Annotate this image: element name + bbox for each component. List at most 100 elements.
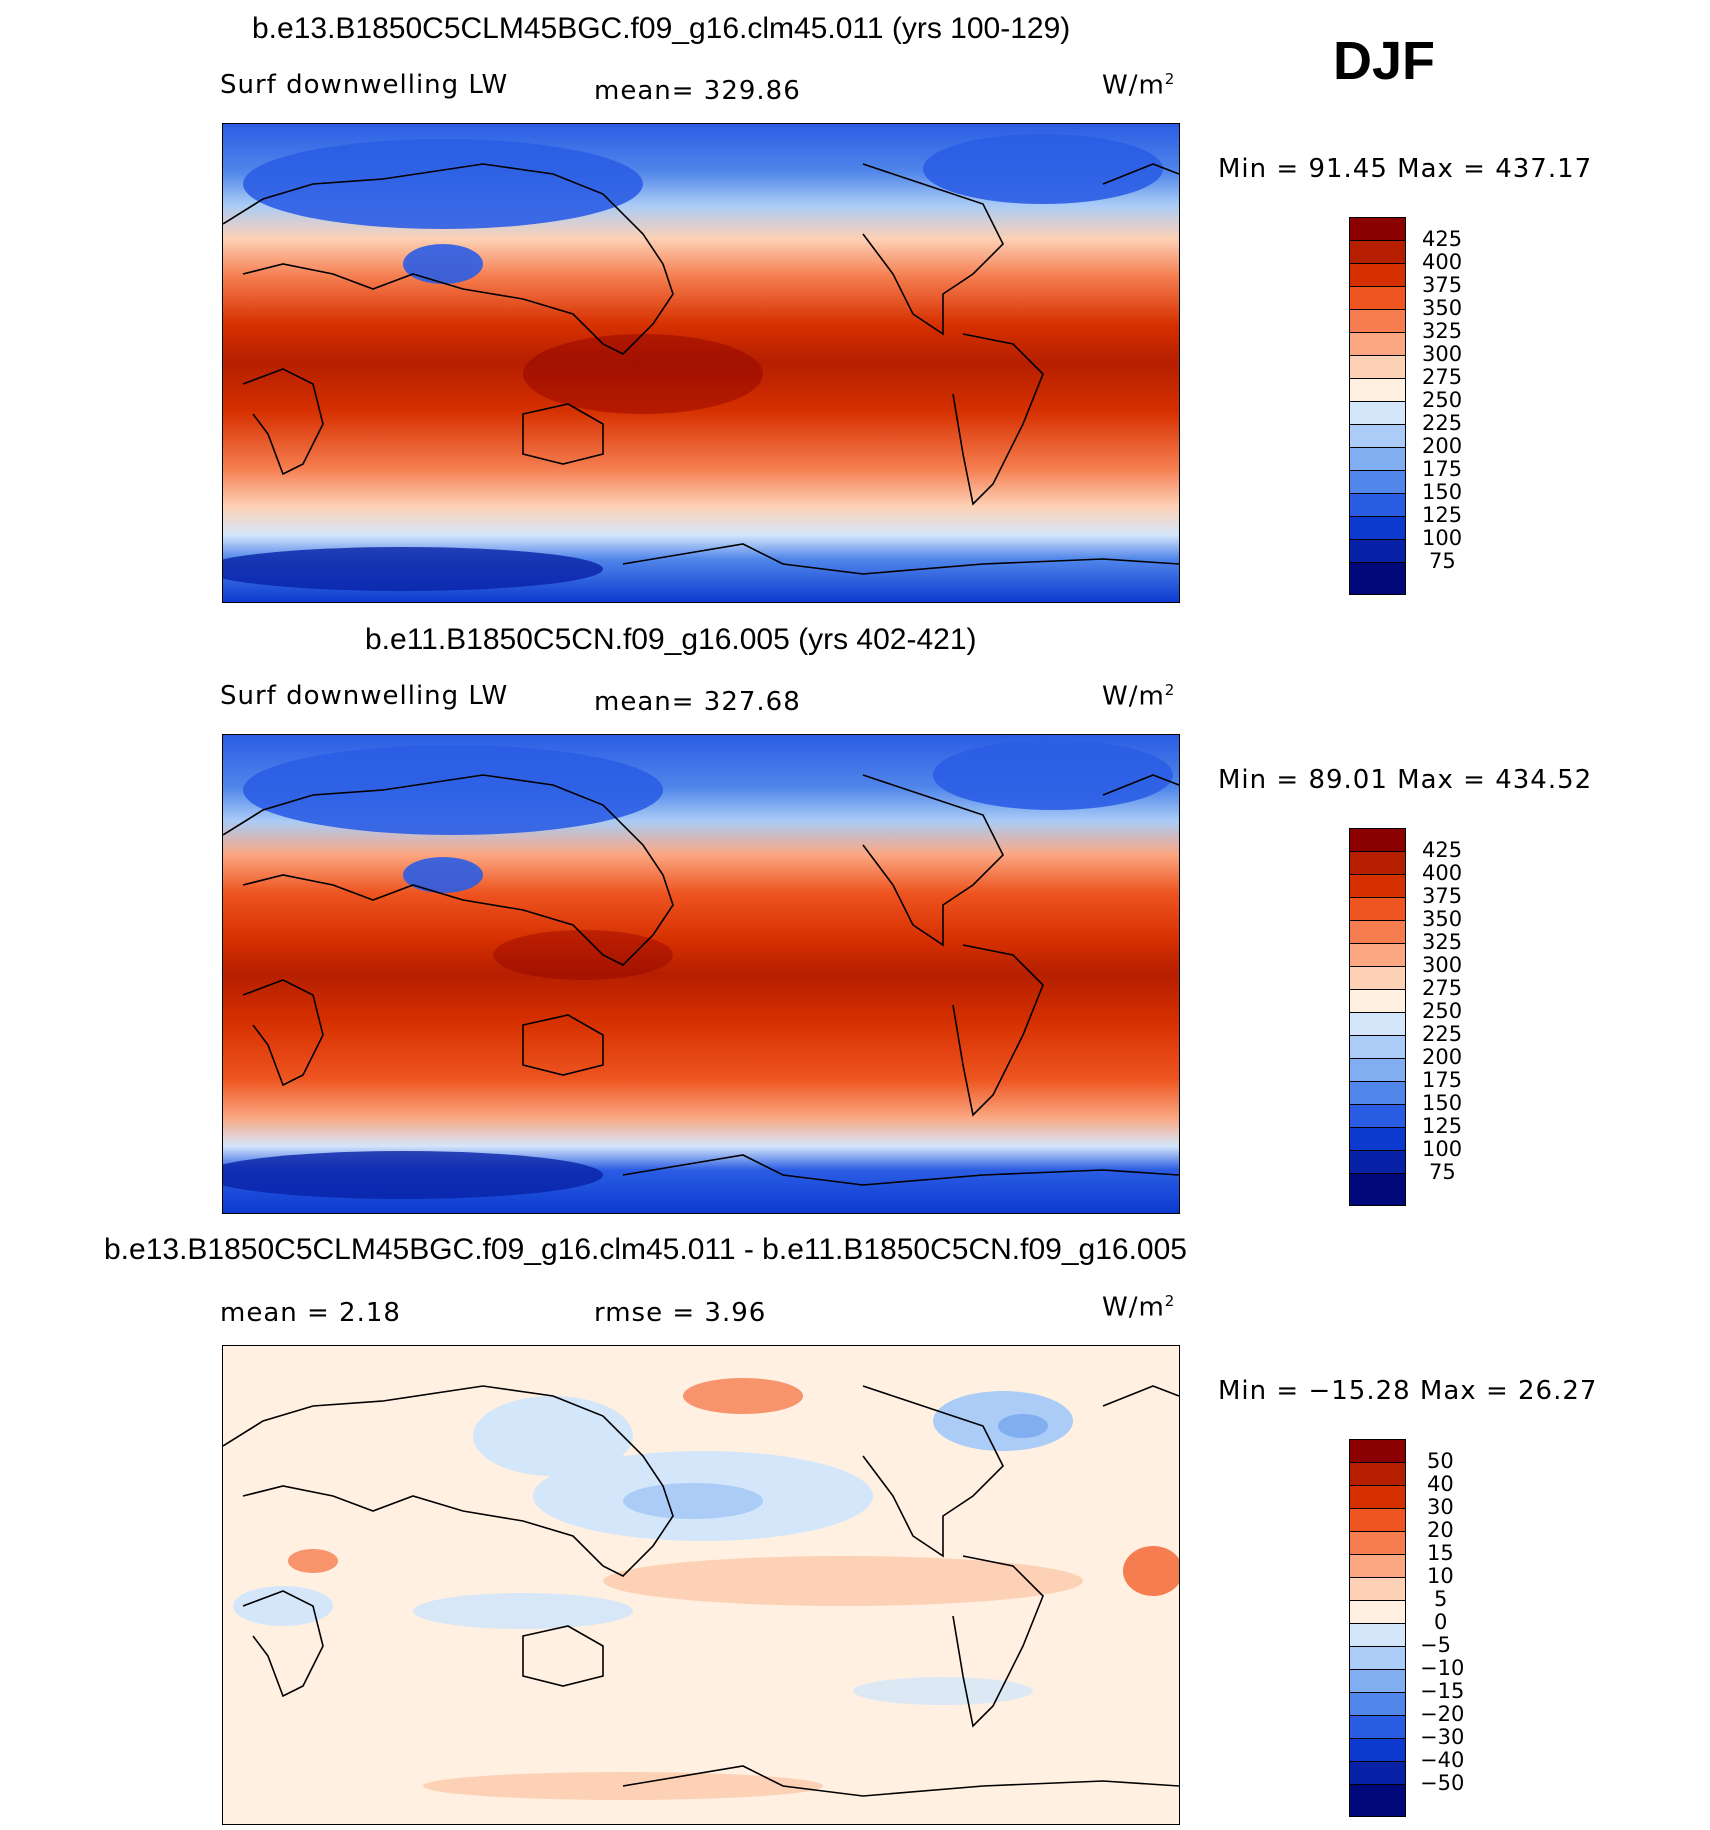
- colorbar-tick: 75: [1429, 1160, 1456, 1184]
- colorbar-tick: −15: [1420, 1679, 1465, 1703]
- panel-2-map: [222, 734, 1180, 1214]
- colorbar-swatch: [1349, 897, 1406, 921]
- colorbar-swatch: [1349, 1150, 1406, 1174]
- colorbar-tick: 375: [1422, 884, 1463, 908]
- colorbar-swatch: [1349, 1623, 1406, 1647]
- colorbar-swatch: [1349, 470, 1406, 494]
- colorbar-tick: 175: [1422, 1068, 1463, 1092]
- colorbar-swatch: [1349, 1669, 1406, 1693]
- panel-3-map: [222, 1345, 1180, 1825]
- colorbar-swatch: [1349, 309, 1406, 333]
- colorbar-tick: −20: [1420, 1702, 1465, 1726]
- colorbar-swatch: [1349, 989, 1406, 1013]
- panel-1-minmax: Min = 91.45 Max = 437.17: [1218, 154, 1593, 184]
- panel-1-mean-label: mean= 329.86: [594, 76, 801, 106]
- colorbar-tick: 250: [1422, 999, 1463, 1023]
- colorbar-swatch: [1349, 1485, 1406, 1509]
- colorbar-tick: 50: [1427, 1449, 1454, 1473]
- colorbar-tick: 350: [1422, 296, 1463, 320]
- panel-2-colorbar: [1349, 828, 1406, 1206]
- colorbar-swatch: [1349, 1738, 1406, 1762]
- panel-2-title: b.e11.B1850C5CN.f09_g16.005 (yrs 402-421…: [365, 623, 977, 656]
- panel-1-map-svg: [223, 124, 1179, 602]
- colorbar-swatch: [1349, 539, 1406, 563]
- colorbar-tick: 0: [1434, 1610, 1448, 1634]
- colorbar-tick: −30: [1420, 1725, 1465, 1749]
- panel-1-map: [222, 123, 1180, 603]
- colorbar-swatch: [1349, 493, 1406, 517]
- panel-3-minmax: Min = −15.28 Max = 26.27: [1218, 1376, 1598, 1406]
- colorbar-swatch: [1349, 240, 1406, 264]
- colorbar-tick: 375: [1422, 273, 1463, 297]
- colorbar-swatch: [1349, 943, 1406, 967]
- colorbar-swatch: [1349, 1127, 1406, 1151]
- colorbar-swatch: [1349, 516, 1406, 540]
- panel-2-mean-label: mean= 327.68: [594, 687, 801, 717]
- colorbar-tick: 425: [1422, 227, 1463, 251]
- colorbar-tick: 40: [1427, 1472, 1454, 1496]
- colorbar-tick: −40: [1420, 1748, 1465, 1772]
- colorbar-swatch: [1349, 447, 1406, 471]
- panel-2-variable-label: Surf downwelling LW: [220, 681, 509, 711]
- colorbar-tick: 400: [1422, 250, 1463, 274]
- colorbar-tick: 350: [1422, 907, 1463, 931]
- colorbar-swatch: [1349, 286, 1406, 310]
- colorbar-tick: 30: [1427, 1495, 1454, 1519]
- colorbar-swatch: [1349, 1577, 1406, 1601]
- colorbar-tick: −5: [1420, 1633, 1451, 1657]
- colorbar-swatch: [1349, 1081, 1406, 1105]
- panel-1-colorbar: [1349, 217, 1406, 595]
- colorbar-swatch: [1349, 1058, 1406, 1082]
- colorbar-swatch: [1349, 378, 1406, 402]
- colorbar-swatch: [1349, 401, 1406, 425]
- colorbar-swatch: [1349, 263, 1406, 287]
- colorbar-tick: 125: [1422, 503, 1463, 527]
- colorbar-swatch: [1349, 217, 1406, 241]
- colorbar-swatch: [1349, 874, 1406, 898]
- colorbar-tick: 150: [1422, 1091, 1463, 1115]
- colorbar-tick: −10: [1420, 1656, 1465, 1680]
- colorbar-swatch: [1349, 1761, 1406, 1785]
- colorbar-tick: 5: [1434, 1587, 1448, 1611]
- colorbar-tick: 275: [1422, 365, 1463, 389]
- colorbar-tick: 150: [1422, 480, 1463, 504]
- colorbar-tick: 225: [1422, 411, 1463, 435]
- colorbar-tick: 200: [1422, 434, 1463, 458]
- colorbar-swatch: [1349, 424, 1406, 448]
- colorbar-tick: 75: [1429, 549, 1456, 573]
- colorbar-swatch: [1349, 966, 1406, 990]
- panel-2-minmax: Min = 89.01 Max = 434.52: [1218, 765, 1593, 795]
- colorbar-tick: 325: [1422, 319, 1463, 343]
- colorbar-tick: 325: [1422, 930, 1463, 954]
- colorbar-tick: 100: [1422, 526, 1463, 550]
- colorbar-swatch: [1349, 1012, 1406, 1036]
- colorbar-tick: 275: [1422, 976, 1463, 1000]
- colorbar-swatch: [1349, 562, 1406, 595]
- panel-2-map-svg: [223, 735, 1179, 1213]
- panel-2-coastlines: [223, 774, 1179, 1186]
- colorbar-tick: 425: [1422, 838, 1463, 862]
- panel-3-colorbar: [1349, 1439, 1406, 1817]
- panel-1-coastlines: [223, 163, 1179, 575]
- colorbar-swatch: [1349, 1104, 1406, 1128]
- colorbar-swatch: [1349, 1692, 1406, 1716]
- panel-3-units-label: W/m2: [1102, 1292, 1176, 1323]
- colorbar-swatch: [1349, 1462, 1406, 1486]
- colorbar-swatch: [1349, 1646, 1406, 1670]
- colorbar-swatch: [1349, 1173, 1406, 1206]
- colorbar-tick: 175: [1422, 457, 1463, 481]
- colorbar-swatch: [1349, 1554, 1406, 1578]
- panel-1-units-label: W/m2: [1102, 70, 1176, 101]
- colorbar-tick: 300: [1422, 953, 1463, 977]
- panel-3-coastlines: [223, 1385, 1179, 1797]
- panel-1-title: b.e13.B1850C5CLM45BGC.f09_g16.clm45.011 …: [252, 12, 1071, 45]
- colorbar-tick: 20: [1427, 1518, 1454, 1542]
- colorbar-swatch: [1349, 851, 1406, 875]
- colorbar-tick: 125: [1422, 1114, 1463, 1138]
- colorbar-swatch: [1349, 1531, 1406, 1555]
- colorbar-tick: −50: [1420, 1771, 1465, 1795]
- colorbar-swatch: [1349, 1035, 1406, 1059]
- colorbar-tick: 400: [1422, 861, 1463, 885]
- panel-3-title: b.e13.B1850C5CLM45BGC.f09_g16.clm45.011 …: [104, 1233, 1187, 1266]
- colorbar-tick: 250: [1422, 388, 1463, 412]
